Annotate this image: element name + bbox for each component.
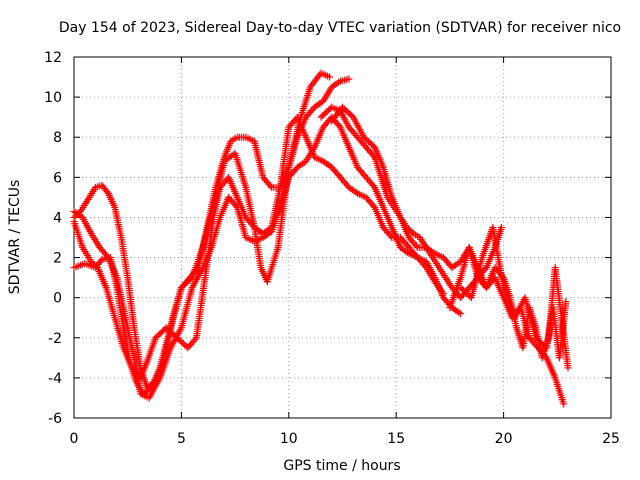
data-point: [191, 335, 199, 343]
x-tick-label: 10: [280, 431, 298, 447]
data-point: [562, 298, 570, 306]
x-tick-label: 0: [70, 431, 79, 447]
data-point: [300, 158, 308, 166]
data-point: [564, 364, 572, 372]
data-marks: [70, 69, 572, 408]
y-tick-label: 6: [53, 170, 62, 186]
data-point: [352, 188, 360, 196]
y-tick-label: 0: [53, 291, 62, 307]
data-point: [369, 202, 377, 210]
y-tick-label: -6: [48, 411, 62, 427]
data-point: [560, 400, 568, 408]
axis-ticks: 0 5 10 15 20 25 -6 -4 -2 0 2 4 6 8 10 12: [44, 50, 620, 447]
data-point: [326, 73, 334, 81]
y-tick-label: 4: [53, 210, 62, 226]
data-point: [266, 182, 274, 190]
x-tick-label: 15: [387, 431, 405, 447]
y-tick-label: -4: [48, 371, 62, 387]
plot-frame: [73, 56, 612, 419]
x-tick-label: 20: [495, 431, 513, 447]
data-point: [90, 261, 98, 269]
data-point: [345, 75, 353, 83]
data-point: [457, 310, 465, 318]
y-tick-label: 8: [53, 130, 62, 146]
x-tick-label: 5: [177, 431, 186, 447]
series-track-8: [457, 223, 570, 362]
data-point: [335, 78, 343, 86]
data-point: [429, 248, 437, 256]
y-tick-label: -2: [48, 331, 62, 347]
data-point: [87, 258, 95, 266]
data-point: [103, 188, 111, 196]
chart-title: Day 154 of 2023, Sidereal Day-to-day VTE…: [59, 20, 621, 36]
data-point: [92, 262, 100, 270]
x-tick-label: 25: [602, 431, 620, 447]
data-point: [103, 252, 111, 260]
data-point: [369, 182, 377, 190]
data-point: [317, 98, 325, 106]
data-point: [412, 242, 420, 250]
data-point: [455, 309, 463, 317]
y-tick-label: 10: [44, 90, 62, 106]
y-tick-label: 12: [44, 50, 62, 66]
data-point: [335, 122, 343, 130]
y-axis-title: SDTVAR / TECUs: [7, 180, 23, 295]
data-point: [89, 259, 97, 267]
data-point: [497, 223, 505, 231]
data-point: [455, 259, 463, 267]
data-point: [481, 265, 489, 273]
data-point: [403, 248, 411, 256]
x-axis-title: GPS time / hours: [283, 458, 400, 474]
y-tick-label: 2: [53, 251, 62, 267]
data-point: [232, 202, 240, 210]
